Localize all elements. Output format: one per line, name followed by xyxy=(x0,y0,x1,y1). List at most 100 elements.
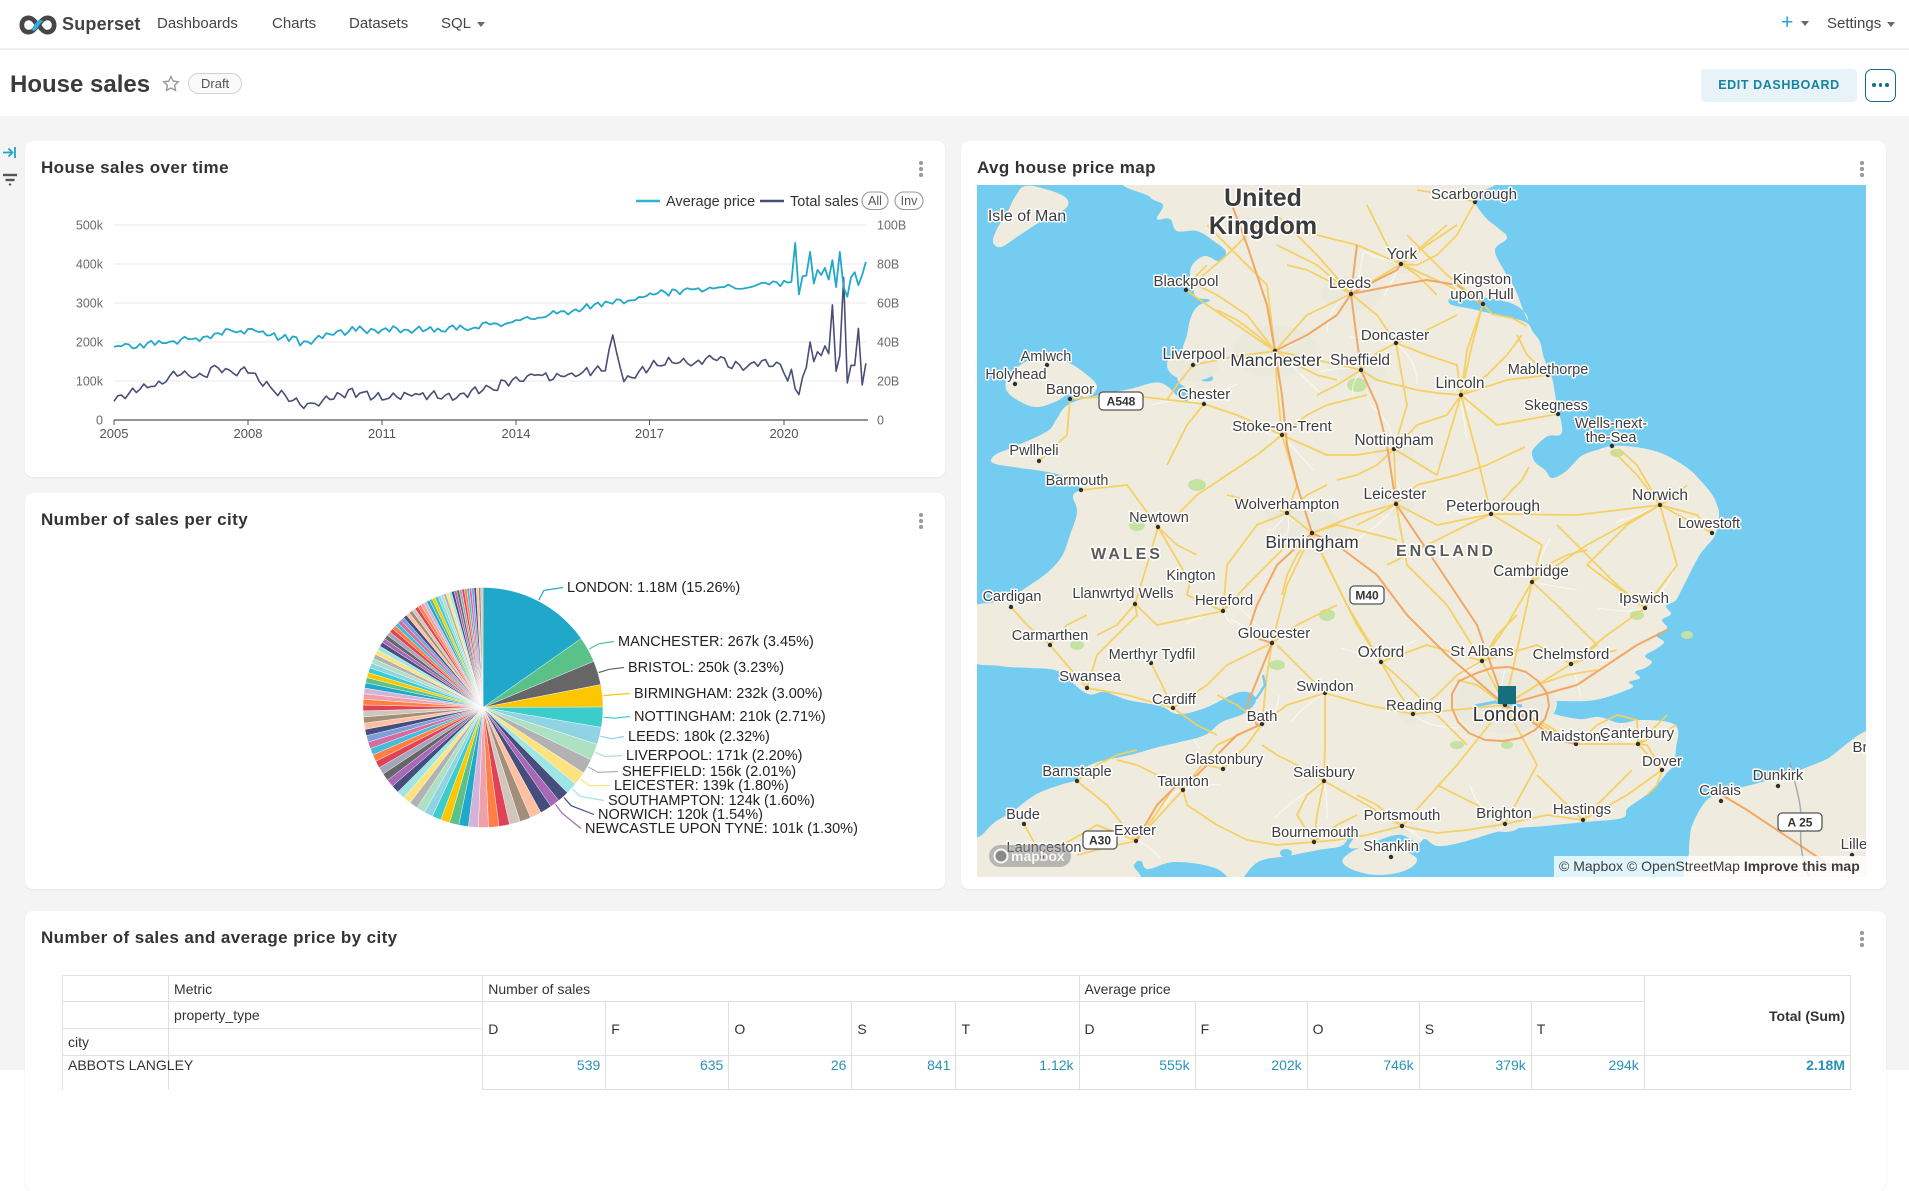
svg-text:Blackpool: Blackpool xyxy=(1153,273,1218,290)
svg-text:Sheffield: Sheffield xyxy=(1330,352,1390,369)
svg-text:Portsmouth: Portsmouth xyxy=(1364,807,1441,824)
svg-text:100k: 100k xyxy=(76,375,104,389)
svg-text:Manchester: Manchester xyxy=(1230,350,1322,370)
svg-text:Peterborough: Peterborough xyxy=(1446,498,1540,515)
svg-text:Reading: Reading xyxy=(1386,697,1442,714)
svg-text:ENGLAND: ENGLAND xyxy=(1396,543,1496,560)
svg-text:upon Hull: upon Hull xyxy=(1450,286,1513,303)
svg-text:United: United xyxy=(1224,185,1302,212)
svg-text:Kingston: Kingston xyxy=(1453,271,1511,288)
svg-text:Inv: Inv xyxy=(901,194,918,208)
svg-text:Cambridge: Cambridge xyxy=(1493,563,1569,580)
svg-text:NORWICH: 120k (1.54%): NORWICH: 120k (1.54%) xyxy=(598,807,763,823)
svg-text:Bath: Bath xyxy=(1247,708,1278,725)
svg-text:40B: 40B xyxy=(877,336,899,350)
svg-text:Wolverhampton: Wolverhampton xyxy=(1235,496,1340,513)
svg-text:Birmingham: Birmingham xyxy=(1265,532,1358,552)
svg-text:400k: 400k xyxy=(76,258,104,272)
svg-text:mapbox: mapbox xyxy=(1011,848,1065,864)
svg-text:© Mapbox © OpenStreetMap Impro: © Mapbox © OpenStreetMap Improve this ma… xyxy=(1559,858,1860,874)
svg-text:Merthyr Tydfil: Merthyr Tydfil xyxy=(1109,647,1196,663)
svg-text:WALES: WALES xyxy=(1091,546,1163,563)
svg-text:LEICESTER: 139k (1.80%): LEICESTER: 139k (1.80%) xyxy=(614,778,789,794)
svg-text:London: London xyxy=(1473,704,1540,726)
svg-text:2017: 2017 xyxy=(635,426,664,441)
svg-text:300k: 300k xyxy=(76,297,104,311)
svg-text:Canterbury: Canterbury xyxy=(1600,725,1675,742)
svg-text:Norwich: Norwich xyxy=(1632,487,1688,504)
svg-text:SHEFFIELD: 156k (2.01%): SHEFFIELD: 156k (2.01%) xyxy=(622,764,796,780)
svg-text:LIVERPOOL: 171k (2.20%): LIVERPOOL: 171k (2.20%) xyxy=(626,748,803,764)
svg-text:2011: 2011 xyxy=(368,426,396,441)
svg-text:Shanklin: Shanklin xyxy=(1363,839,1419,855)
svg-text:100B: 100B xyxy=(877,219,906,233)
svg-text:60B: 60B xyxy=(877,297,899,311)
svg-text:Lowestoft: Lowestoft xyxy=(1678,516,1740,532)
svg-text:Leeds: Leeds xyxy=(1329,275,1371,292)
svg-text:Average price: Average price xyxy=(666,194,755,210)
svg-text:Br: Br xyxy=(1853,739,1867,756)
svg-text:LONDON: 1.18M (15.26%): LONDON: 1.18M (15.26%) xyxy=(567,580,740,596)
svg-text:Kingdom: Kingdom xyxy=(1209,212,1317,240)
svg-text:Taunton: Taunton xyxy=(1157,774,1209,790)
svg-text:Liverpool: Liverpool xyxy=(1163,346,1226,363)
svg-text:Swansea: Swansea xyxy=(1059,668,1121,685)
svg-text:0: 0 xyxy=(96,414,103,428)
svg-text:NEWCASTLE UPON TYNE: 101k (1.3: NEWCASTLE UPON TYNE: 101k (1.30%) xyxy=(585,821,858,837)
svg-text:200k: 200k xyxy=(76,336,104,350)
svg-text:2014: 2014 xyxy=(502,426,531,441)
svg-text:SOUTHAMPTON: 124k (1.60%): SOUTHAMPTON: 124k (1.60%) xyxy=(608,793,815,809)
svg-text:Carmarthen: Carmarthen xyxy=(1012,628,1089,644)
svg-text:St Albans: St Albans xyxy=(1450,643,1513,660)
svg-text:Exeter: Exeter xyxy=(1114,823,1156,839)
svg-text:Cardigan: Cardigan xyxy=(983,589,1042,605)
svg-text:Hastings: Hastings xyxy=(1553,801,1611,818)
svg-text:Oxford: Oxford xyxy=(1358,644,1405,661)
svg-text:Swindon: Swindon xyxy=(1296,678,1354,695)
svg-text:Dover: Dover xyxy=(1642,753,1682,770)
svg-text:M40: M40 xyxy=(1355,589,1379,603)
svg-text:Gloucester: Gloucester xyxy=(1238,625,1311,642)
svg-text:Nottingham: Nottingham xyxy=(1354,432,1433,449)
svg-text:Holyhead: Holyhead xyxy=(985,367,1046,383)
svg-text:Newtown: Newtown xyxy=(1129,510,1189,526)
svg-text:Bude: Bude xyxy=(1006,807,1040,823)
svg-text:Maidstone: Maidstone xyxy=(1540,728,1609,745)
svg-text:2008: 2008 xyxy=(234,426,263,441)
svg-text:Pwllheli: Pwllheli xyxy=(1009,443,1058,459)
svg-text:Dunkirk: Dunkirk xyxy=(1753,767,1804,784)
svg-text:A30: A30 xyxy=(1089,834,1111,848)
svg-text:Doncaster: Doncaster xyxy=(1361,327,1429,344)
svg-text:Barnstaple: Barnstaple xyxy=(1042,764,1111,780)
svg-text:2005: 2005 xyxy=(100,426,129,441)
svg-text:All: All xyxy=(868,194,882,208)
svg-text:Chelmsford: Chelmsford xyxy=(1533,646,1610,663)
svg-text:Skegness: Skegness xyxy=(1524,398,1588,414)
svg-text:Brighton: Brighton xyxy=(1476,805,1532,822)
svg-text:Calais: Calais xyxy=(1699,782,1741,799)
svg-text:Cardiff: Cardiff xyxy=(1152,691,1197,708)
svg-text:Barmouth: Barmouth xyxy=(1046,473,1109,489)
svg-text:NOTTINGHAM: 210k (2.71%): NOTTINGHAM: 210k (2.71%) xyxy=(634,709,826,725)
svg-text:80B: 80B xyxy=(877,258,899,272)
svg-text:2020: 2020 xyxy=(770,426,799,441)
svg-text:Leicester: Leicester xyxy=(1364,486,1427,503)
svg-text:Llanwrtyd Wells: Llanwrtyd Wells xyxy=(1072,586,1173,602)
svg-text:20B: 20B xyxy=(877,375,899,389)
svg-text:Bournemouth: Bournemouth xyxy=(1271,825,1358,841)
svg-text:LEEDS: 180k (2.32%): LEEDS: 180k (2.32%) xyxy=(628,729,770,745)
svg-text:Amlwch: Amlwch xyxy=(1021,349,1072,365)
svg-text:Ipswich: Ipswich xyxy=(1619,590,1669,607)
svg-text:A 25: A 25 xyxy=(1788,816,1813,830)
svg-text:Mablethorpe: Mablethorpe xyxy=(1508,362,1589,378)
svg-text:Bangor: Bangor xyxy=(1046,381,1094,398)
svg-text:Lincoln: Lincoln xyxy=(1435,375,1484,392)
svg-text:York: York xyxy=(1387,246,1418,263)
svg-text:Chester: Chester xyxy=(1178,386,1231,403)
svg-text:Scarborough: Scarborough xyxy=(1431,186,1517,203)
svg-text:the-Sea: the-Sea xyxy=(1586,430,1638,446)
svg-text:Salisbury: Salisbury xyxy=(1293,764,1355,781)
svg-text:Wells-next-: Wells-next- xyxy=(1575,416,1647,432)
svg-text:Stoke-on-Trent: Stoke-on-Trent xyxy=(1232,418,1332,435)
svg-text:Lille: Lille xyxy=(1841,836,1866,853)
